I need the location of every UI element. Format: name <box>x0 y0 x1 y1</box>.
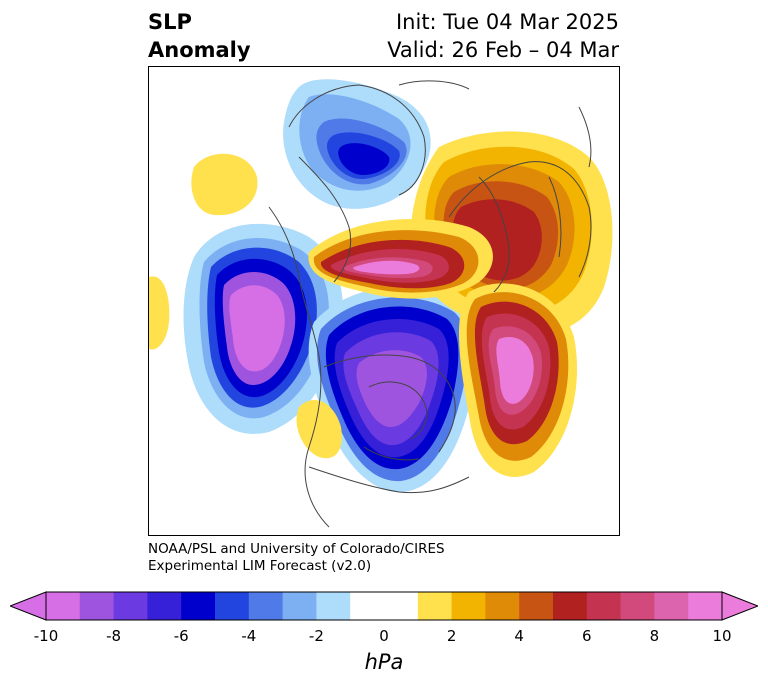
colorbar-cell <box>248 592 283 620</box>
colorbar-tick-label: 10 <box>712 627 732 645</box>
colorbar <box>10 591 758 621</box>
colorbar-cell <box>215 592 250 620</box>
negative-anomaly-arctic <box>308 286 478 493</box>
valid-range: Valid: 26 Feb – 04 Mar <box>387 38 619 62</box>
colorbar-cell <box>350 592 385 620</box>
colorbar-tick-label: 0 <box>379 627 389 645</box>
map-title: SLP Anomaly <box>148 8 251 64</box>
colorbar-tick-label: 4 <box>514 627 524 645</box>
colorbar-extend-high <box>721 591 758 621</box>
colorbar-frame <box>45 591 723 621</box>
colorbar-cell <box>553 592 588 620</box>
map-canvas <box>149 79 613 528</box>
coastlines <box>268 80 592 528</box>
colorbar-cell <box>113 592 148 620</box>
colorbar-tick-label: -10 <box>33 627 59 645</box>
colorbar-cell <box>147 592 182 620</box>
colorbar-cell <box>417 592 452 620</box>
forecast-dates: Init: Tue 04 Mar 2025 Valid: 26 Feb – 04… <box>387 8 619 64</box>
colorbar-cell <box>384 592 419 620</box>
slp-anomaly-map <box>148 66 620 536</box>
colorbar-cell <box>620 592 655 620</box>
init-date: Init: Tue 04 Mar 2025 <box>395 10 619 34</box>
colorbar-tick-label: -6 <box>173 627 189 645</box>
colorbar-cell <box>451 592 486 620</box>
colorbar-cell <box>46 592 81 620</box>
colorbar-tick-label: 6 <box>582 627 592 645</box>
credit-line-1: NOAA/PSL and University of Colorado/CIRE… <box>148 541 445 557</box>
colorbar-tick-label: 2 <box>446 627 457 645</box>
colorbar-cell <box>688 592 723 620</box>
negative-anomaly-greenland <box>283 79 431 209</box>
colorbar-cell <box>79 592 114 620</box>
colorbar-cell <box>519 592 554 620</box>
colorbar-tick-label: 8 <box>649 627 660 645</box>
positive-anomaly-atlantic <box>458 283 578 477</box>
positive-anomaly-west-edge <box>149 276 170 350</box>
colorbar-unit: hPa <box>364 650 404 674</box>
colorbar-cell <box>181 592 216 620</box>
positive-anomaly-western-us <box>296 399 342 459</box>
colorbar-tick-label: -8 <box>106 627 122 645</box>
colorbar-cell <box>316 592 351 620</box>
positive-anomaly-northwest <box>191 153 258 216</box>
negative-anomaly-pacific <box>183 223 343 434</box>
credit-text: NOAA/PSL and University of Colorado/CIRE… <box>148 541 445 575</box>
title-line-2: Anomaly <box>148 38 251 62</box>
colorbar-cell <box>282 592 317 620</box>
colorbar-tick-label: -2 <box>308 627 324 645</box>
colorbar-cell <box>654 592 689 620</box>
colorbar-extend-low <box>10 591 47 621</box>
colorbar-cell <box>485 592 520 620</box>
colorbar-tick-label: -4 <box>241 627 257 645</box>
title-line-1: SLP <box>148 10 192 34</box>
colorbar-cell <box>586 592 621 620</box>
positive-anomaly-siberia <box>308 219 493 299</box>
credit-line-2: Experimental LIM Forecast (v2.0) <box>148 558 372 574</box>
